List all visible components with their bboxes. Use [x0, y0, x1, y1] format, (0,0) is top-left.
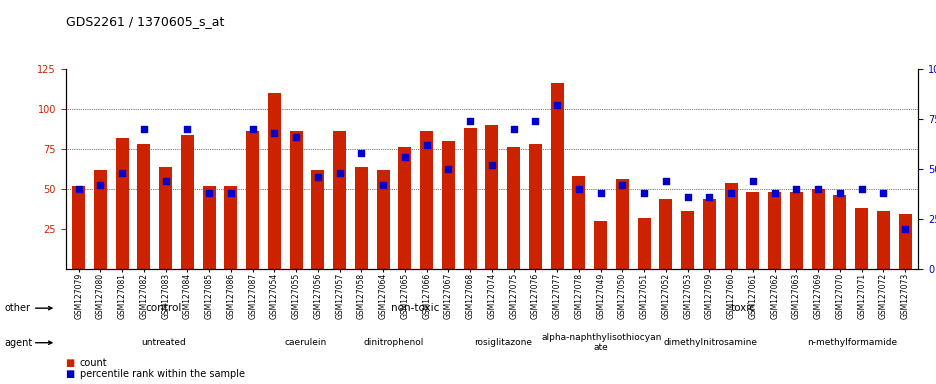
Point: [267, 130, 282, 136]
Text: untreated: untreated: [141, 338, 186, 347]
Point: [505, 126, 520, 132]
Point: [375, 182, 390, 188]
Bar: [485, 125, 498, 269]
Bar: [680, 211, 694, 269]
Text: ■: ■: [66, 358, 75, 368]
Bar: [246, 131, 259, 269]
Point: [288, 134, 303, 140]
Point: [137, 126, 152, 132]
Point: [93, 182, 108, 188]
Text: control: control: [146, 303, 182, 313]
Bar: [159, 167, 172, 269]
Bar: [398, 147, 411, 269]
Point: [114, 170, 129, 176]
Bar: [528, 144, 541, 269]
Text: GDS2261 / 1370605_s_at: GDS2261 / 1370605_s_at: [66, 15, 224, 28]
Point: [767, 190, 782, 196]
Bar: [72, 186, 85, 269]
Text: percentile rank within the sample: percentile rank within the sample: [80, 369, 244, 379]
Bar: [702, 199, 715, 269]
Bar: [311, 170, 324, 269]
Point: [441, 166, 456, 172]
Bar: [224, 186, 237, 269]
Bar: [746, 192, 759, 269]
Bar: [550, 83, 563, 269]
Point: [418, 142, 433, 148]
Point: [223, 190, 238, 196]
Bar: [442, 141, 455, 269]
Point: [354, 150, 369, 156]
Point: [875, 190, 890, 196]
Text: dinitrophenol: dinitrophenol: [363, 338, 423, 347]
Text: non-toxic: non-toxic: [391, 303, 439, 313]
Point: [71, 186, 86, 192]
Bar: [419, 131, 432, 269]
Text: ■: ■: [66, 369, 75, 379]
Text: dimethylnitrosamine: dimethylnitrosamine: [663, 338, 756, 347]
Bar: [463, 128, 476, 269]
Point: [680, 194, 695, 200]
Point: [397, 154, 412, 160]
Text: count: count: [80, 358, 107, 368]
Text: n-methylformamide: n-methylformamide: [807, 338, 897, 347]
Point: [245, 126, 260, 132]
Bar: [637, 218, 650, 269]
Bar: [572, 176, 585, 269]
Text: other: other: [5, 303, 31, 313]
Bar: [181, 135, 194, 269]
Point: [158, 178, 173, 184]
Bar: [593, 221, 607, 269]
Bar: [724, 182, 737, 269]
Bar: [789, 192, 802, 269]
Bar: [898, 215, 911, 269]
Point: [549, 102, 564, 108]
Bar: [768, 192, 781, 269]
Point: [658, 178, 673, 184]
Point: [527, 118, 542, 124]
Point: [180, 126, 195, 132]
Bar: [289, 131, 302, 269]
Bar: [615, 179, 628, 269]
Text: caerulein: caerulein: [285, 338, 327, 347]
Point: [331, 170, 346, 176]
Bar: [876, 211, 889, 269]
Point: [831, 190, 846, 196]
Point: [571, 186, 586, 192]
Bar: [355, 167, 368, 269]
Point: [788, 186, 803, 192]
Point: [462, 118, 477, 124]
Point: [484, 162, 499, 168]
Point: [592, 190, 607, 196]
Point: [614, 182, 629, 188]
Bar: [376, 170, 389, 269]
Bar: [855, 208, 868, 269]
Point: [701, 194, 716, 200]
Bar: [659, 199, 672, 269]
Bar: [138, 144, 151, 269]
Point: [636, 190, 651, 196]
Bar: [94, 170, 107, 269]
Point: [310, 174, 325, 180]
Point: [854, 186, 869, 192]
Text: alpha-naphthylisothiocyan
ate: alpha-naphthylisothiocyan ate: [540, 333, 661, 353]
Bar: [202, 186, 215, 269]
Point: [810, 186, 825, 192]
Point: [201, 190, 216, 196]
Bar: [268, 93, 281, 269]
Bar: [811, 189, 824, 269]
Bar: [832, 195, 845, 269]
Bar: [115, 138, 128, 269]
Bar: [333, 131, 345, 269]
Bar: [506, 147, 519, 269]
Point: [745, 178, 760, 184]
Text: rosiglitazone: rosiglitazone: [474, 338, 532, 347]
Text: agent: agent: [5, 338, 33, 348]
Point: [723, 190, 738, 196]
Text: toxic: toxic: [730, 303, 755, 313]
Point: [897, 226, 912, 232]
